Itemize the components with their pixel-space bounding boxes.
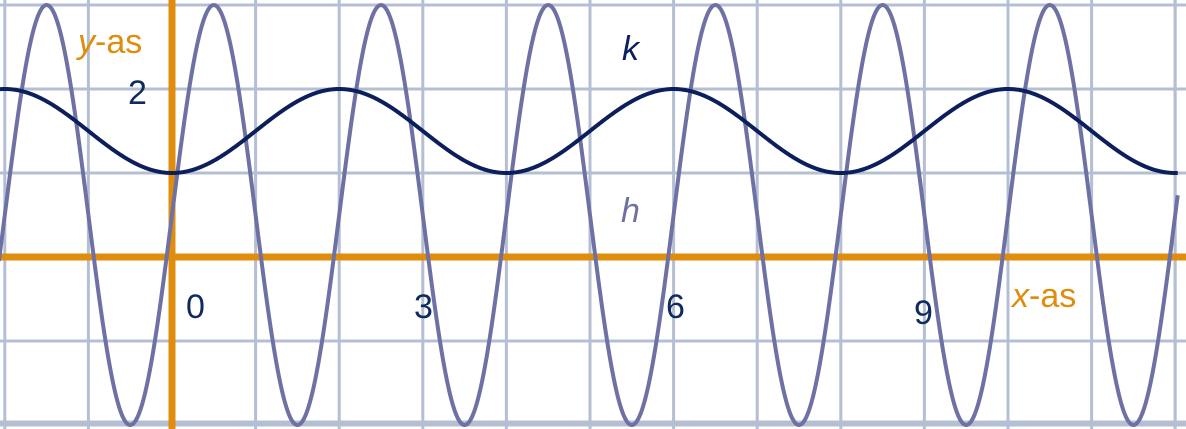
x-tick-label: 3 [414, 288, 433, 326]
labels: y-as x-as k h [76, 23, 1076, 315]
x-axis-label-suffix: -as [1029, 277, 1076, 315]
x-axis-label-var: x [1010, 277, 1030, 315]
series-k-line [0, 87, 1178, 176]
y-tick-label: 2 [128, 74, 147, 112]
series-h-label: h [621, 192, 640, 230]
y-axis-label-suffix: -as [95, 23, 142, 61]
tick-labels: 0 3 6 9 2 [128, 74, 933, 332]
y-axis-label-var: y [76, 23, 97, 61]
y-axis-label: y-as [76, 23, 142, 61]
series-k-label: k [622, 30, 641, 68]
x-axis-label: x-as [1010, 277, 1076, 315]
x-tick-label: 6 [666, 288, 685, 326]
x-tick-label: 9 [914, 294, 933, 332]
x-tick-label: 0 [186, 288, 205, 326]
